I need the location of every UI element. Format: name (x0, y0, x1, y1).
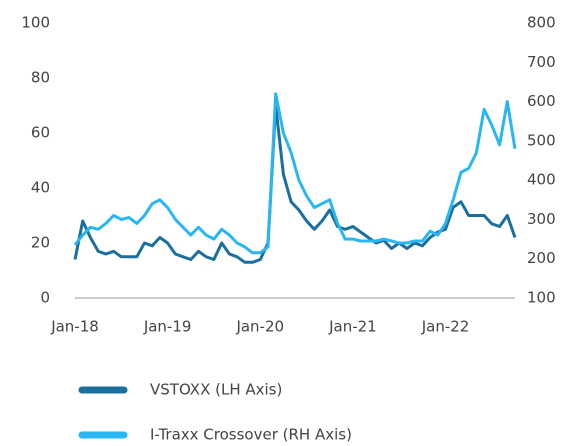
y2-tick-label: 600 (527, 92, 556, 110)
y2-tick-label: 100 (527, 289, 556, 307)
y2-tick-label: 300 (527, 210, 556, 228)
y-tick-label: 40 (31, 179, 50, 197)
y2-tick-label: 400 (527, 171, 556, 189)
series-line (73, 104, 517, 264)
legend-label: VSTOXX (LH Axis) (150, 381, 282, 399)
y2-tick-label: 200 (527, 249, 556, 267)
y-tick-label: 80 (31, 69, 50, 87)
y-tick-label: 20 (31, 234, 50, 252)
x-tick-label: Jan-21 (328, 318, 377, 336)
y-tick-label: 0 (40, 289, 50, 307)
y2-tick-label: 800 (527, 14, 556, 32)
x-tick-label: Jan-20 (235, 318, 284, 336)
x-tick-label: Jan-19 (143, 318, 192, 336)
legend-label: I-Traxx Crossover (RH Axis) (150, 426, 352, 444)
y-tick-label: 100 (21, 14, 50, 32)
x-tick-label: Jan-22 (421, 318, 470, 336)
x-tick-label: Jan-18 (50, 318, 99, 336)
series-line (73, 92, 517, 255)
y2-tick-label: 500 (527, 131, 556, 149)
y2-tick-label: 700 (527, 53, 556, 71)
y-tick-label: 60 (31, 124, 50, 142)
